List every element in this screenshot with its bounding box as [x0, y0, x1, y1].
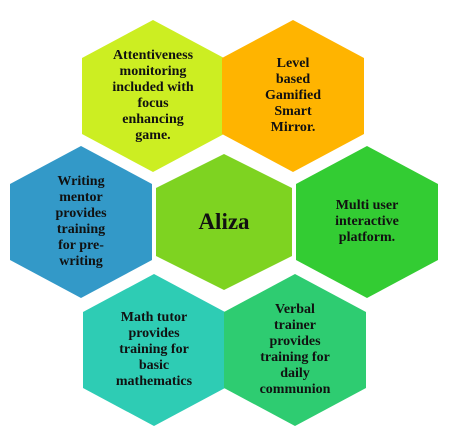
level-gamified-hex — [222, 20, 364, 172]
attentiveness-hex — [82, 20, 224, 172]
math-tutor-hex — [83, 274, 225, 426]
attentiveness-hex-label: Attentiveness monitoring included with f… — [112, 47, 194, 144]
multi-user-hex — [296, 146, 438, 298]
level-gamified-hex-label: Level based Gamified Smart Mirror. — [265, 55, 321, 136]
verbal-trainer-hex-label: Verbal trainer provides training for dai… — [259, 301, 331, 398]
math-tutor-hex-label: Math tutor provides training for basic m… — [115, 309, 193, 390]
verbal-trainer-hex — [224, 274, 366, 426]
multi-user-hex-label: Multi user interactive platform. — [335, 197, 399, 246]
writing-mentor-hex-label: Writing mentor provides training for pre… — [55, 173, 107, 270]
center-hex-label: Aliza — [198, 208, 250, 234]
center-hex — [156, 154, 292, 290]
writing-mentor-hex — [10, 146, 152, 298]
